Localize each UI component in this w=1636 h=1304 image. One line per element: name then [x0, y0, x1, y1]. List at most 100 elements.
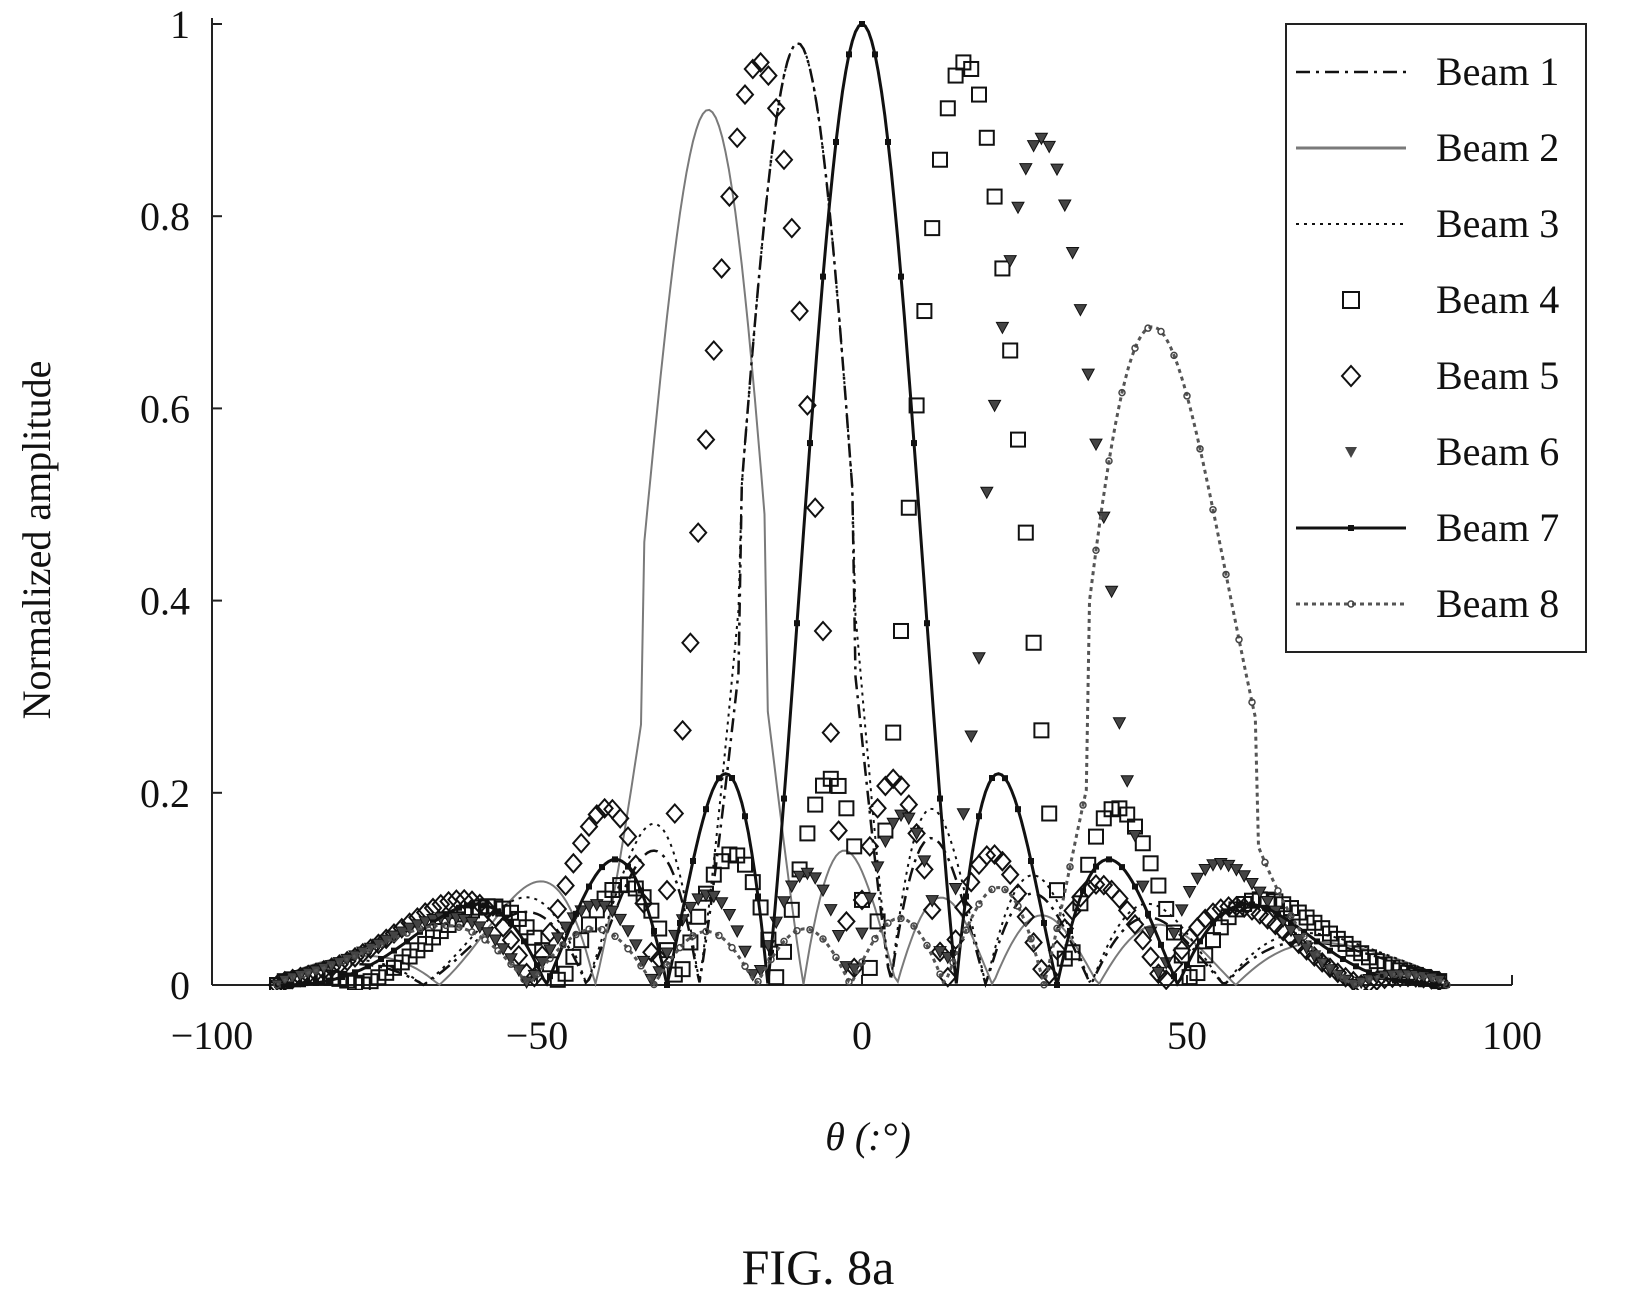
beam-point [759, 65, 778, 87]
beam-point [704, 339, 724, 361]
beam-point [1015, 806, 1021, 813]
beam-point [543, 944, 557, 957]
y-axis-title: Normalized amplitude [14, 361, 59, 720]
beam-point [287, 981, 293, 988]
beam-point [885, 138, 891, 145]
beam-point [1299, 942, 1314, 956]
beam-point [868, 797, 887, 819]
beam-point [456, 904, 462, 911]
beam-point [1391, 970, 1399, 979]
beam-point [1262, 904, 1268, 911]
legend-box [1285, 23, 1587, 653]
beam-point [792, 870, 807, 884]
beam-point [443, 911, 449, 918]
beam-point [582, 900, 596, 914]
beam-point [1182, 886, 1197, 899]
beam-point [313, 979, 319, 986]
beam-point [507, 960, 515, 968]
beam-point [819, 935, 827, 943]
beam-point [936, 970, 944, 978]
beam-point [1223, 908, 1229, 915]
beam-point [1158, 941, 1164, 948]
beam-point [872, 51, 878, 58]
beam-point [1003, 255, 1018, 268]
beam-point [829, 820, 848, 842]
legend-item: Beam 7 [1296, 505, 1559, 550]
beam-point [891, 775, 911, 797]
beam-point [508, 920, 514, 927]
beam-point [540, 922, 560, 944]
beam-point [548, 898, 568, 920]
beam-point [745, 969, 760, 982]
beam-point [1210, 920, 1216, 927]
beam-point [741, 962, 749, 970]
beam-point [885, 724, 902, 741]
beam-point [586, 883, 592, 890]
beam-point [805, 497, 825, 519]
beam-point [816, 884, 830, 898]
beam-point [431, 893, 451, 915]
beam-point [1120, 775, 1135, 788]
x-tick-label: −50 [506, 1013, 569, 1058]
beam-point [1326, 963, 1334, 972]
beam-point [915, 858, 934, 880]
beam-point [924, 220, 941, 237]
beam-point [1119, 864, 1125, 871]
beam-point [1198, 863, 1213, 877]
beam-point [1183, 392, 1191, 400]
beam-point [338, 957, 346, 966]
beam-point [469, 901, 475, 908]
beam-point [808, 872, 823, 885]
beam-point [351, 952, 359, 960]
beam-point [845, 978, 853, 986]
beam-point [378, 956, 384, 963]
beam-point [837, 910, 856, 932]
beam-point [715, 931, 723, 940]
legend-item: Beam 4 [1342, 277, 1559, 322]
beam-point [1189, 965, 1206, 982]
x-tick-label: 0 [852, 1013, 872, 1058]
beam-point [325, 962, 333, 971]
beam-point [534, 962, 540, 969]
beam-point [1018, 163, 1033, 176]
beam-point [482, 902, 488, 909]
beam-point [1067, 927, 1073, 934]
beam-point [546, 954, 554, 963]
beam-point [598, 925, 606, 934]
beam-point [986, 188, 1003, 205]
beam-point [979, 486, 994, 500]
beam-point [642, 941, 661, 963]
beam-point [1248, 698, 1256, 706]
beam-point [1190, 872, 1205, 886]
beam-point [742, 813, 748, 820]
beam-point [743, 58, 763, 80]
beam-point [877, 822, 894, 839]
beam-point [521, 938, 527, 945]
beam-series [273, 324, 1451, 989]
beam-point [1065, 247, 1080, 260]
y-tick-label: 0.8 [140, 194, 190, 239]
beam-point [495, 908, 501, 915]
legend-label: Beam 4 [1436, 277, 1559, 322]
beam-point [621, 925, 635, 938]
beam-point [1222, 570, 1230, 579]
beam-point [813, 620, 833, 642]
x-tick-label: −100 [171, 1013, 254, 1058]
beam-point [1288, 919, 1294, 926]
beam-point [273, 981, 281, 989]
beam-point [1131, 344, 1139, 352]
beam-point [910, 922, 918, 930]
beam-point [1171, 973, 1177, 980]
beam-point [416, 925, 424, 933]
beam-point [784, 880, 799, 894]
beam-point [727, 127, 747, 149]
beam-point [636, 955, 651, 969]
beam-point [847, 963, 862, 976]
beam-point [1040, 981, 1048, 989]
beam-point [911, 440, 917, 447]
beam-point [821, 722, 841, 744]
beam-point [1235, 635, 1243, 644]
beam-point [744, 874, 761, 891]
beam-point [404, 938, 410, 945]
beam-point [286, 974, 294, 983]
